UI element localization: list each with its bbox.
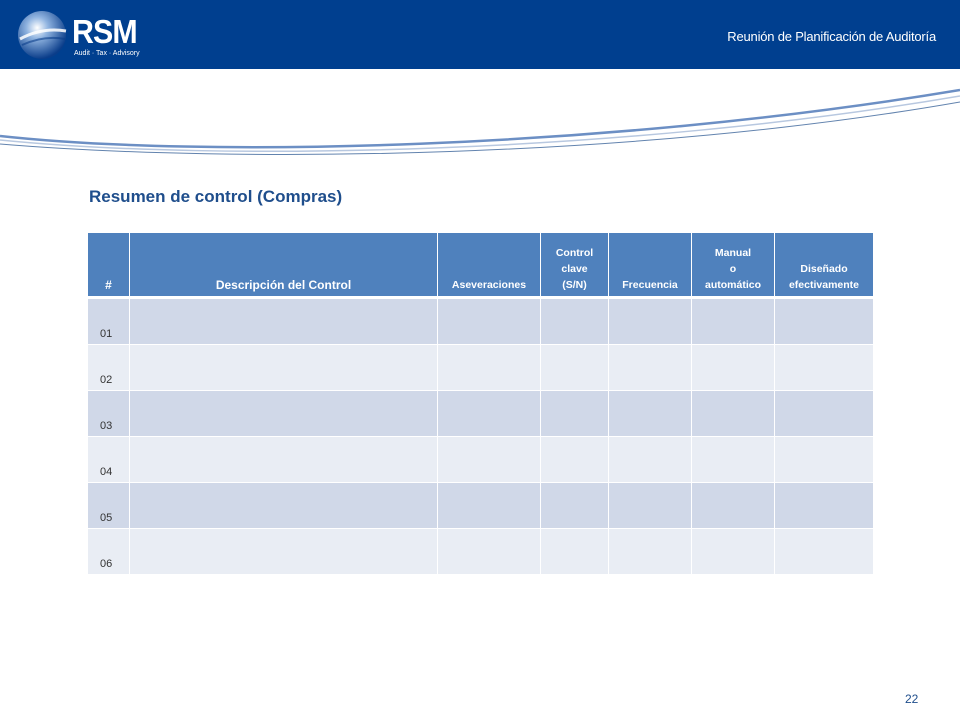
table-cell-col-designed-effectively[interactable] [774,528,874,575]
header-label: Frecuencia [622,279,678,291]
row-number: 04 [87,436,130,483]
table-cell-col-frequency[interactable] [608,296,692,345]
header-label: # [105,278,112,292]
table-cell-col-assertions[interactable] [437,482,541,529]
row-number: 03 [87,390,130,437]
table-row: 02 [87,344,874,391]
header-col-manual-automatic: Manual o automático [691,232,775,298]
table-row: 05 [87,482,874,529]
table-cell-col-manual-automatic[interactable] [691,390,775,437]
header-label: automático [704,279,761,291]
row-number: 06 [87,528,130,575]
table-cell-col-assertions[interactable] [437,390,541,437]
row-number: 02 [87,344,130,391]
table-cell-col-frequency[interactable] [608,482,692,529]
logo-wordmark: RSM [72,13,138,50]
table-cell-col-designed-effectively[interactable] [774,436,874,483]
header-label: o [729,263,737,275]
logo-tagline: Audit · Tax · Advisory [74,50,140,57]
table-row: 03 [87,390,874,437]
row-number: 01 [87,296,130,345]
table-cell-col-key-control[interactable] [540,390,609,437]
row-number: 05 [87,482,130,529]
table-cell-col-manual-automatic[interactable] [691,482,775,529]
globe-icon [18,11,67,59]
table-cell-col-key-control[interactable] [540,528,609,575]
table-cell-col-manual-automatic[interactable] [691,528,775,575]
header-col-description: Descripción del Control [129,232,438,298]
section-title: Resumen de control (Compras) [89,187,343,206]
table-cell-col-designed-effectively[interactable] [774,344,874,391]
header-col-key-control: Control clave (S/N) [540,232,609,298]
rsm-logo: RSM Audit · Tax · Advisory [16,9,146,63]
header-label: Aseveraciones [451,279,527,291]
table-cell-col-designed-effectively[interactable] [774,296,874,345]
header-col-number: # [87,232,130,298]
table-cell-col-description[interactable] [129,344,438,391]
table-cell-col-designed-effectively[interactable] [774,482,874,529]
header-label: efectivamente [788,279,860,291]
table-cell-col-frequency[interactable] [608,390,692,437]
header-label: Control [555,247,594,259]
control-summary-table: # Descripción del Control Aseveraciones Con… [87,232,874,575]
table-header-row: # Descripción del Control Aseveraciones Con… [87,232,874,298]
header-col-designed-effectively: Diseñado efectivamente [774,232,874,298]
table-cell-col-description[interactable] [129,482,438,529]
header-label: Diseñado [800,263,848,275]
header-label: Manual [714,247,752,259]
table-row: 04 [87,436,874,483]
table-cell-col-manual-automatic[interactable] [691,296,775,345]
table-cell-col-description[interactable] [129,390,438,437]
table-cell-col-assertions[interactable] [437,344,541,391]
table-row: 01 [87,296,874,345]
header-col-frequency: Frecuencia [608,232,692,298]
table-cell-col-assertions[interactable] [437,296,541,345]
header-bar: RSM Audit · Tax · Advisory Reunión de Pl… [0,0,960,69]
header-label: Descripción del Control [215,278,352,292]
decorative-swoosh [0,88,960,155]
table-row: 06 [87,528,874,575]
table-cell-col-key-control[interactable] [540,344,609,391]
table-body: 01 02 03 04 05 06 [87,296,874,575]
table-cell-col-designed-effectively[interactable] [774,390,874,437]
table-cell-col-description[interactable] [129,528,438,575]
presentation-title: Reunión de Planificación de Auditoría [727,29,936,44]
table-cell-col-frequency[interactable] [608,436,692,483]
table-cell-col-frequency[interactable] [608,528,692,575]
table-cell-col-key-control[interactable] [540,296,609,345]
header-label: clave [561,263,588,275]
table-cell-col-key-control[interactable] [540,482,609,529]
table-cell-col-frequency[interactable] [608,344,692,391]
page-number: 22 [905,692,919,706]
header-label: (S/N) [562,279,587,291]
table-cell-col-description[interactable] [129,436,438,483]
table-cell-col-description[interactable] [129,296,438,345]
table-cell-col-assertions[interactable] [437,528,541,575]
table-cell-col-manual-automatic[interactable] [691,436,775,483]
header-col-assertions: Aseveraciones [437,232,541,298]
table-cell-col-assertions[interactable] [437,436,541,483]
table-cell-col-key-control[interactable] [540,436,609,483]
table-cell-col-manual-automatic[interactable] [691,344,775,391]
